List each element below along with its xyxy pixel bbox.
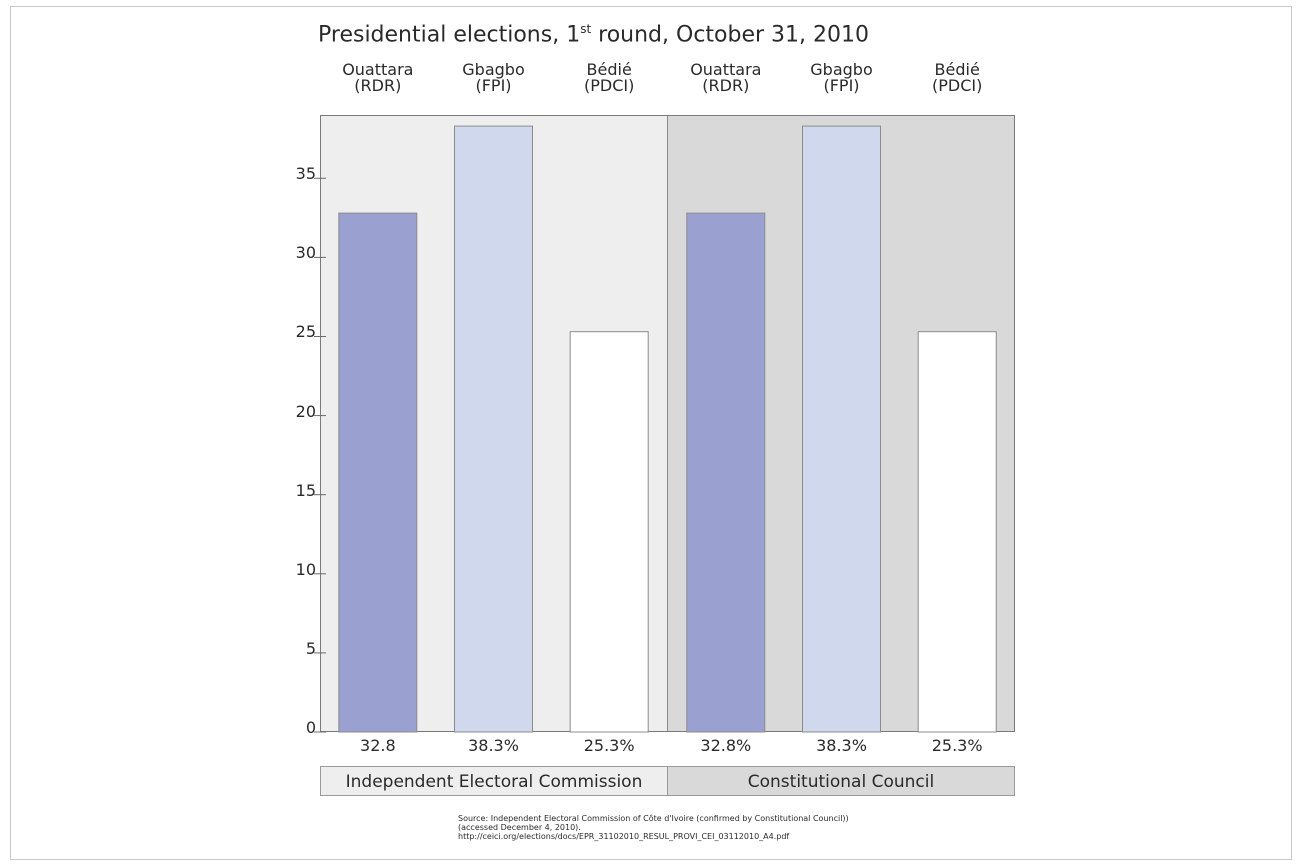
source-note: Source: Independent Electoral Commission… <box>458 814 849 841</box>
source-line-2: (accessed December 4, 2010). <box>458 823 581 832</box>
source-line-3: http://ceici.org/elections/docs/EPR_3110… <box>458 832 790 841</box>
value-label: 25.3% <box>583 736 635 755</box>
y-tick-label: 0 <box>305 718 316 737</box>
group-label-constitutional-council: Constitutional Council <box>667 766 1015 796</box>
value-label: 38.3% <box>816 736 867 755</box>
candidate-name: Bédié <box>586 60 632 79</box>
plot-border <box>320 115 1015 732</box>
candidate-label: Bédié (PDCI) <box>559 62 659 94</box>
candidate-party: (RDR) <box>702 76 750 95</box>
source-line-1: Source: Independent Electoral Commission… <box>458 814 849 823</box>
candidate-label: Gbagbo (FPI) <box>444 62 544 94</box>
y-tick-label: 35 <box>295 164 316 184</box>
y-tick-label: 30 <box>295 243 316 263</box>
group-label-independent-electoral-commission: Independent Electoral Commission <box>320 766 668 796</box>
bar-gbagbo-commission <box>454 125 533 733</box>
y-tick-label: 25 <box>295 322 316 342</box>
candidate-name: Ouattara <box>690 60 762 79</box>
candidate-party: (RDR) <box>354 76 402 95</box>
candidate-name: Ouattara <box>342 60 414 79</box>
candidate-party: (PDCI) <box>931 76 983 95</box>
candidate-name: Gbagbo <box>810 60 873 79</box>
value-label: 32.8% <box>700 736 752 755</box>
plot-area <box>314 115 1015 733</box>
candidate-label: Gbagbo (FPI) <box>792 62 892 94</box>
candidate-label: Ouattara (RDR) <box>328 62 428 94</box>
bar-ouattara-council <box>686 212 766 733</box>
bar-bedie-commission <box>569 331 649 733</box>
y-tick-label: 10 <box>295 559 316 579</box>
chart-title: Presidential elections, 1st round, Octob… <box>318 22 869 47</box>
value-label: 38.3% <box>468 736 519 755</box>
value-label: 32.8 <box>360 736 396 755</box>
title-suffix: round, October 31, 2010 <box>591 22 870 48</box>
bar-layer <box>314 125 997 733</box>
candidate-label: Bédié (PDCI) <box>907 62 1007 94</box>
y-tick-label: 15 <box>295 480 316 500</box>
y-tick-label: 20 <box>295 401 316 421</box>
bar-bedie-council <box>917 331 997 733</box>
value-label: 25.3% <box>931 736 983 755</box>
title-prefix: Presidential elections, 1 <box>318 22 581 48</box>
bar-ouattara-commission <box>338 212 418 733</box>
candidate-party: (PDCI) <box>583 76 635 95</box>
candidate-name: Gbagbo <box>462 60 525 79</box>
candidate-party: (FPI) <box>475 76 512 95</box>
candidate-label: Ouattara (RDR) <box>676 62 776 94</box>
bar-gbagbo-council <box>802 125 881 733</box>
y-tick-label: 5 <box>305 638 316 658</box>
candidate-name: Bédié <box>934 60 980 79</box>
title-superscript: st <box>580 22 592 36</box>
candidate-party: (FPI) <box>823 76 860 95</box>
